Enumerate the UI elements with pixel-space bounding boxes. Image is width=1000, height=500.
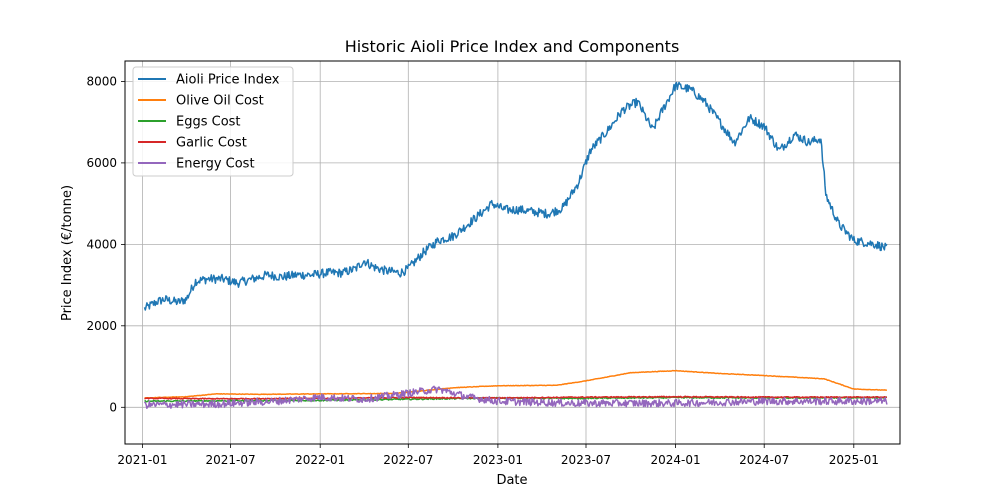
y-tick-label: 8000: [86, 74, 117, 88]
x-tick-label: 2022-01: [295, 453, 345, 467]
legend: Aioli Price Index Olive Oil Cost Eggs Cost…: [132, 66, 294, 177]
series-line-4: [143, 385, 888, 410]
chart-title: Historic Aioli Price Index and Component…: [345, 37, 680, 56]
y-tick-label: 6000: [86, 156, 117, 170]
legend-label: Eggs Cost: [176, 115, 241, 130]
series-lines: [143, 81, 888, 410]
x-tick-label: 2023-01: [473, 453, 523, 467]
x-tick-label: 2021-07: [206, 453, 256, 467]
x-tick-label: 2024-07: [739, 453, 789, 467]
x-tick-label: 2025-01: [829, 453, 879, 467]
x-axis-label: Date: [496, 473, 527, 488]
legend-label: Garlic Cost: [176, 136, 247, 151]
y-tick-label: 0: [109, 400, 117, 414]
x-tick-label: 2021-01: [117, 453, 167, 467]
legend-box: [132, 66, 294, 177]
x-axis: 2021-01 2021-07 2022-01 2022-07 2023-01 2023-…: [117, 444, 879, 467]
legend-label: Energy Cost: [176, 157, 255, 172]
x-tick-label: 2022-07: [383, 453, 433, 467]
plot-area-frame: [124, 60, 901, 445]
series-line-0: [143, 81, 888, 311]
x-tick-label: 2023-07: [561, 453, 611, 467]
x-tick-label: 2024-01: [651, 453, 701, 467]
y-tick-label: 4000: [86, 237, 117, 251]
y-axis-label: Price Index (€/tonne): [60, 185, 75, 321]
y-axis: 0 2000 4000 6000 8000: [86, 74, 125, 414]
series-line-3: [144, 395, 888, 400]
y-tick-label: 2000: [86, 319, 117, 333]
series-line-1: [144, 369, 888, 399]
legend-label: Aioli Price Index: [176, 73, 280, 88]
legend-label: Olive Oil Cost: [176, 94, 264, 109]
